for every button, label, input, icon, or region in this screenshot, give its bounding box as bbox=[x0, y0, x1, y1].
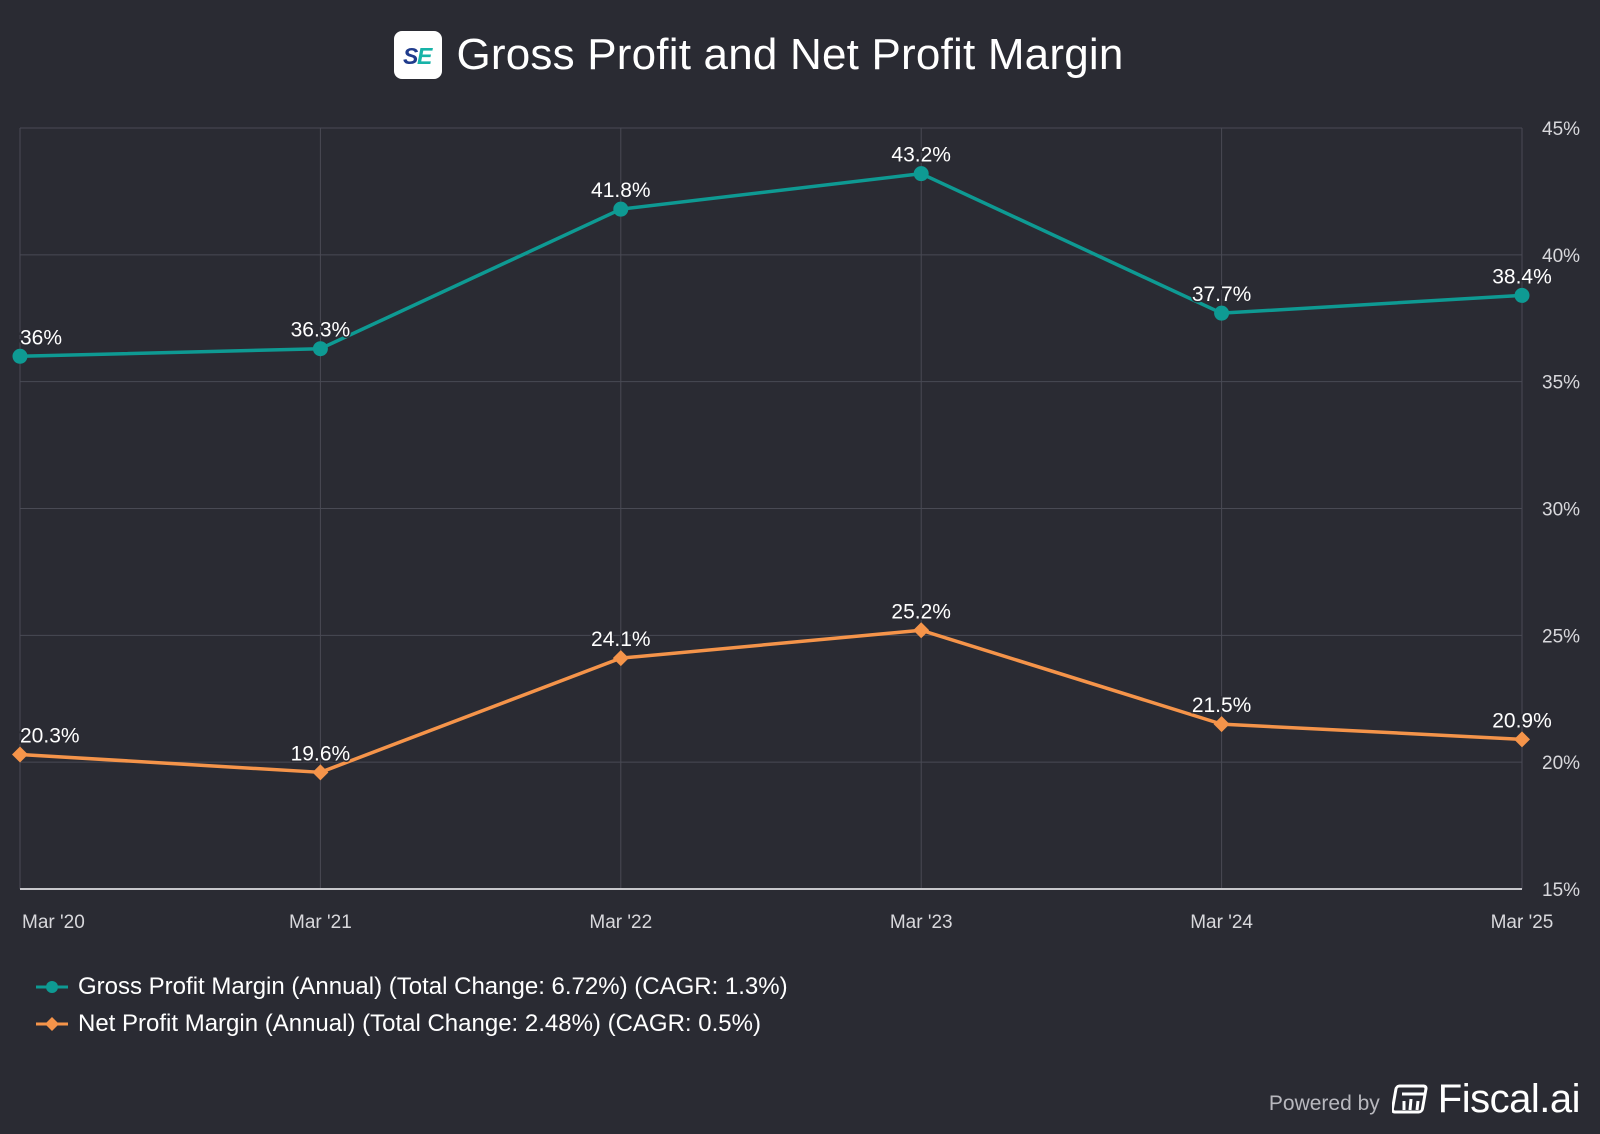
data-point bbox=[312, 764, 329, 781]
circle-marker-icon bbox=[36, 980, 68, 993]
data-point bbox=[1214, 305, 1230, 321]
series-line-net-profit-margin bbox=[19, 628, 1523, 775]
legend-label-gross-profit-margin: Gross Profit Margin (Annual) (Total Chan… bbox=[78, 972, 788, 1000]
data-point bbox=[1514, 731, 1530, 748]
data-label: 41.8% bbox=[591, 179, 651, 202]
powered-by-text: Powered by bbox=[1268, 1091, 1380, 1115]
x-tick-label: Mar '23 bbox=[890, 912, 953, 933]
se-logo-icon: S E bbox=[394, 31, 443, 79]
svg-text:S: S bbox=[403, 43, 419, 69]
data-point bbox=[1213, 716, 1230, 733]
y-tick-label: 35% bbox=[1542, 373, 1580, 394]
powered-by-footer[interactable]: Powered by Fiscal.ai bbox=[1268, 1077, 1581, 1122]
chart-header: S E Gross Profit and Net Profit Margin bbox=[0, 30, 1600, 80]
data-point bbox=[312, 341, 328, 357]
chart-title: Gross Profit and Net Profit Margin bbox=[456, 30, 1124, 79]
x-tick-label: Mar '25 bbox=[1491, 912, 1554, 933]
data-label: 20.9% bbox=[1492, 709, 1552, 732]
data-label: 37.7% bbox=[1192, 283, 1252, 306]
data-label: 20.3% bbox=[20, 725, 80, 748]
fiscal-ai-icon bbox=[1391, 1084, 1428, 1113]
y-tick-label: 25% bbox=[1542, 626, 1580, 647]
line-chart: 15% 20% 25% 30% 35% 40% 45% Mar '20 Mar '21 Mar '… bbox=[12, 119, 1580, 933]
y-tick-label: 20% bbox=[1542, 753, 1580, 774]
x-tick-label: Mar '22 bbox=[589, 912, 652, 933]
data-label: 36% bbox=[20, 326, 62, 349]
data-point bbox=[913, 166, 929, 182]
data-label: 19.6% bbox=[291, 742, 351, 765]
data-point bbox=[613, 201, 629, 217]
data-label: 21.5% bbox=[1192, 694, 1252, 717]
y-tick-label: 15% bbox=[1542, 880, 1580, 901]
x-tick-label: Mar '20 bbox=[22, 912, 85, 933]
data-point bbox=[12, 348, 28, 364]
legend-label-net-profit-margin: Net Profit Margin (Annual) (Total Change… bbox=[78, 1009, 761, 1037]
svg-text:E: E bbox=[417, 43, 433, 69]
x-tick-label: Mar '21 bbox=[289, 912, 352, 933]
y-tick-label: 30% bbox=[1542, 500, 1580, 521]
data-point bbox=[913, 622, 930, 639]
brand-name: Fiscal.ai bbox=[1437, 1077, 1581, 1121]
y-tick-label: 40% bbox=[1542, 246, 1580, 267]
data-point bbox=[612, 650, 629, 667]
legend-item-gross-profit-margin[interactable]: Gross Profit Margin (Annual) (Total Chan… bbox=[36, 968, 788, 1005]
legend: Gross Profit Margin (Annual) (Total Chan… bbox=[36, 968, 788, 1042]
data-label: 38.4% bbox=[1492, 265, 1552, 288]
data-label: 36.3% bbox=[291, 319, 351, 342]
series-line-gross-profit-margin bbox=[19, 171, 1523, 359]
data-point bbox=[1514, 287, 1530, 303]
y-tick-label: 45% bbox=[1542, 119, 1580, 140]
x-tick-label: Mar '24 bbox=[1190, 912, 1253, 933]
data-label: 25.2% bbox=[891, 600, 951, 623]
data-label: 43.2% bbox=[891, 144, 951, 167]
diamond-marker-icon bbox=[36, 1016, 68, 1031]
legend-item-net-profit-margin[interactable]: Net Profit Margin (Annual) (Total Change… bbox=[36, 1005, 788, 1042]
data-label: 24.1% bbox=[591, 628, 651, 651]
data-point bbox=[12, 746, 28, 763]
